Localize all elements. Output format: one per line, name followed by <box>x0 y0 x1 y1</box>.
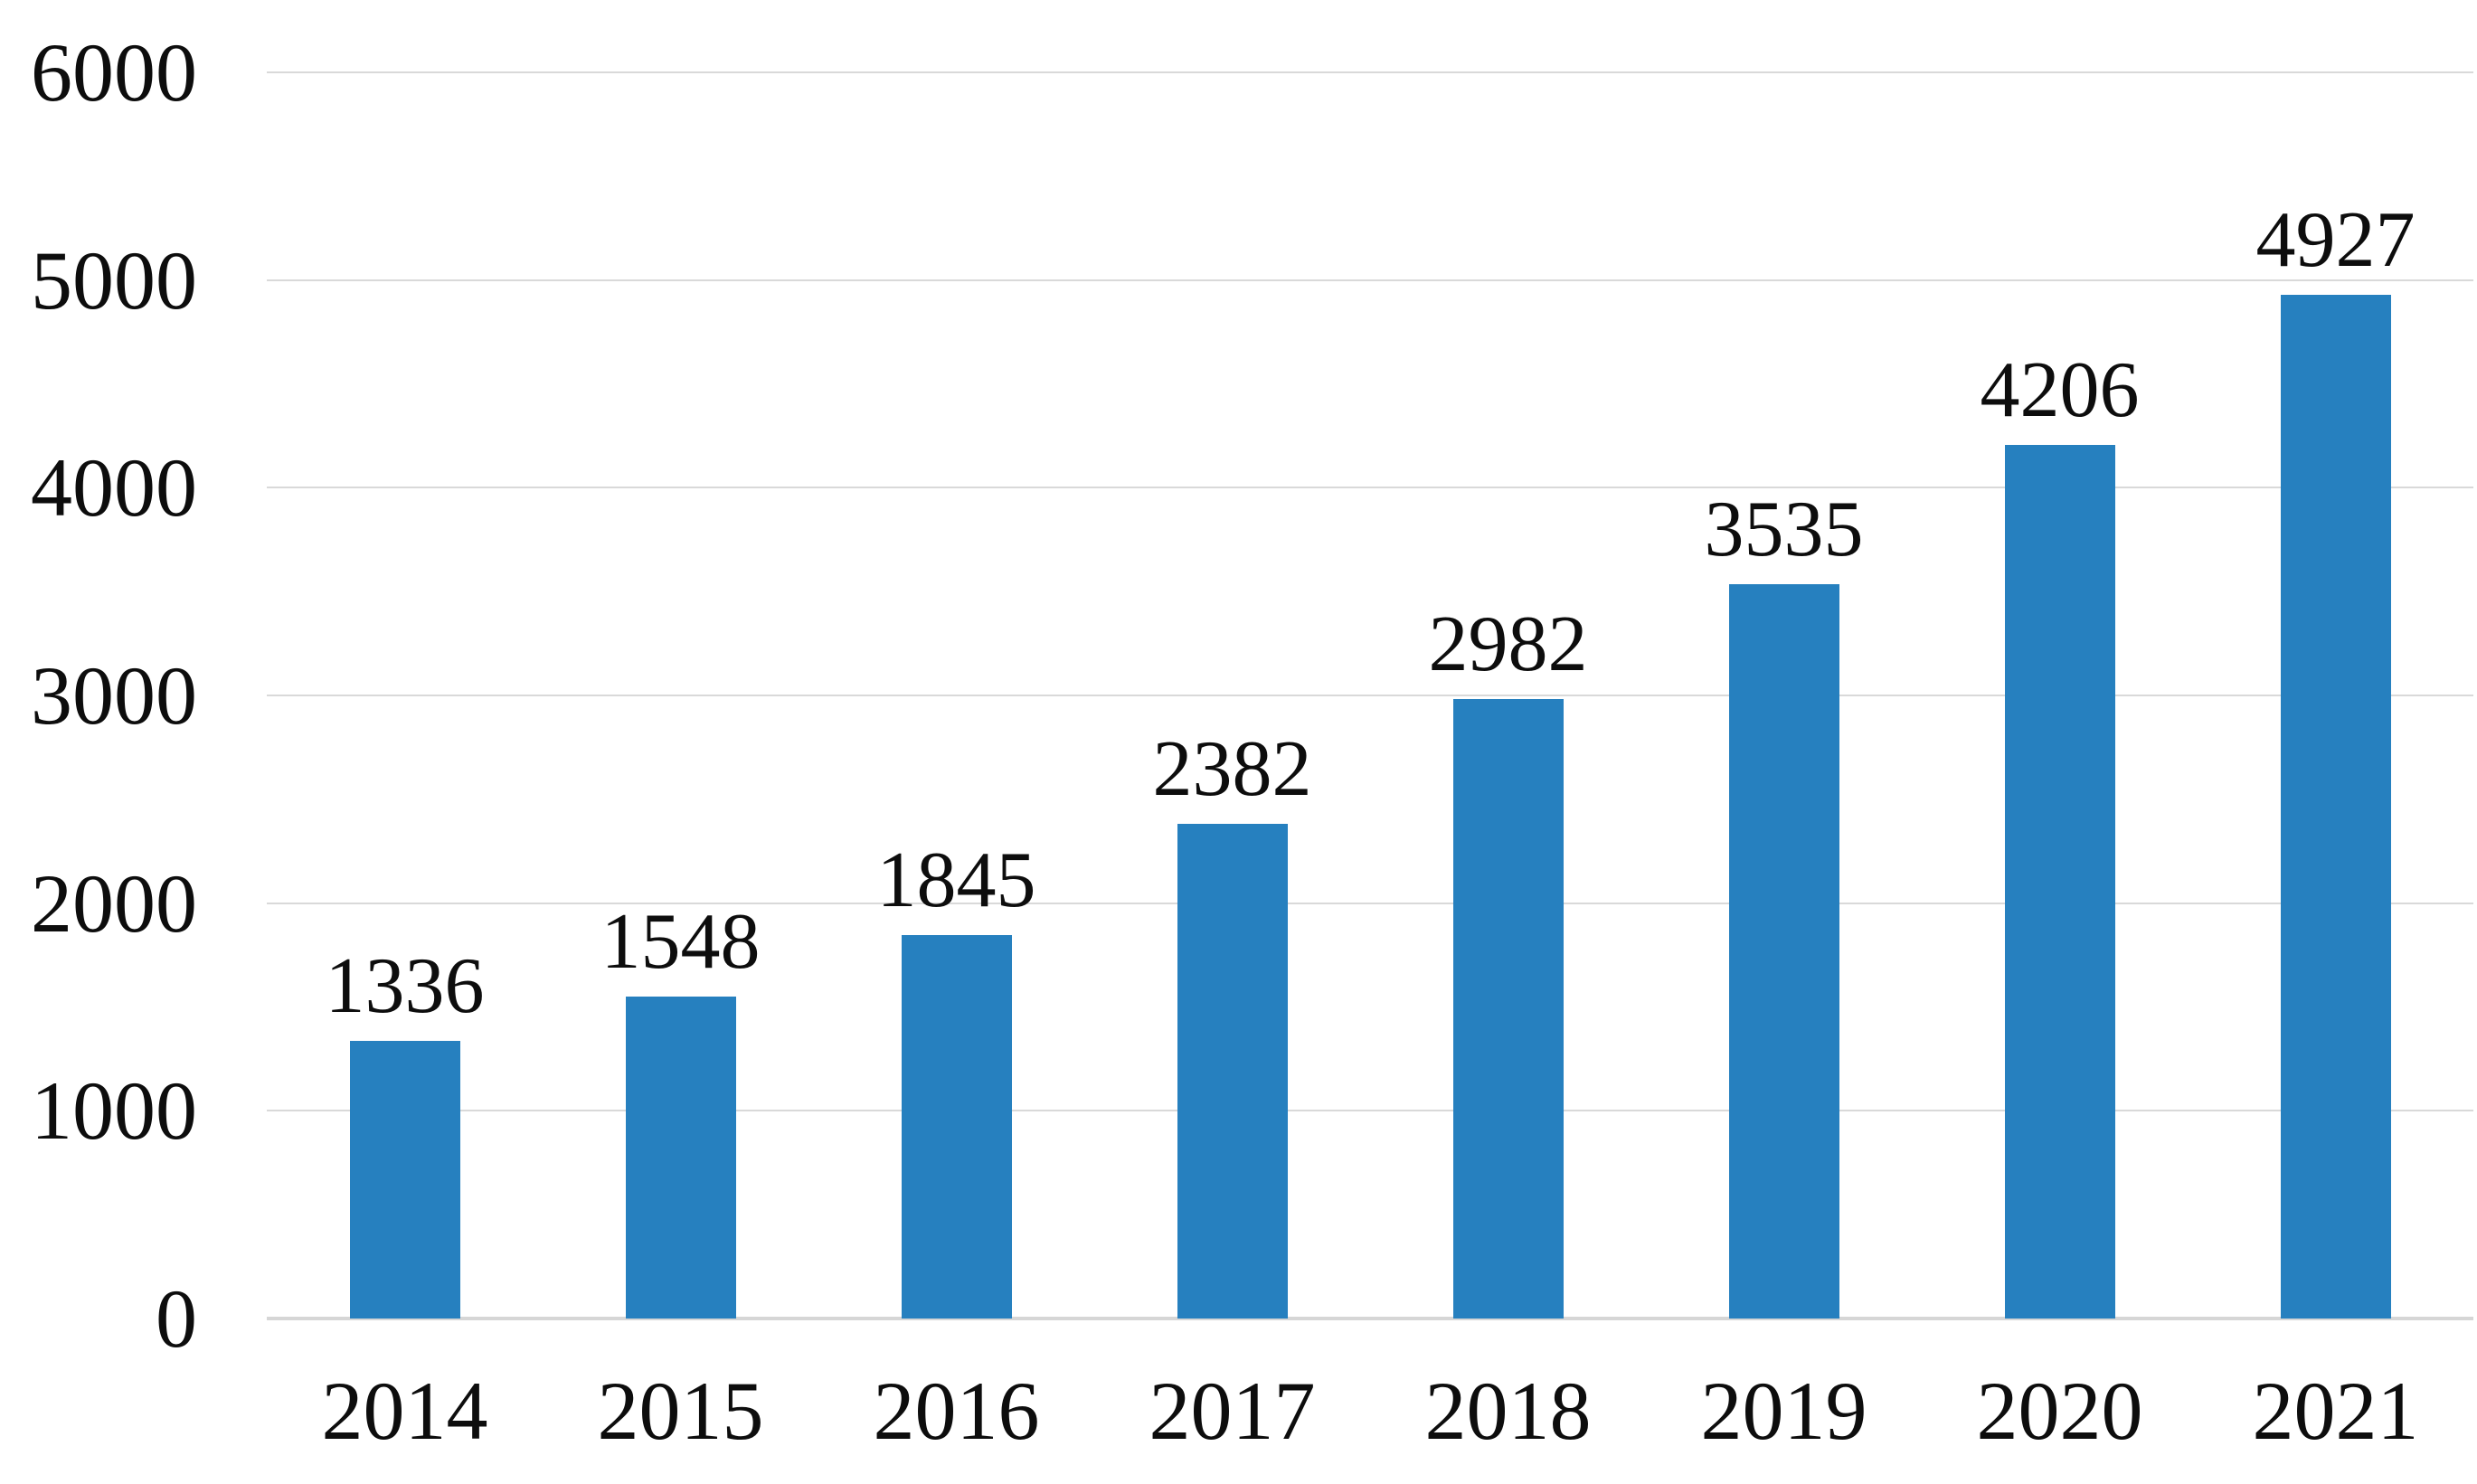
x-axis-category-label: 2014 <box>321 1365 488 1457</box>
y-axis-tick-label: 5000 <box>31 233 197 326</box>
x-axis-category-label: 2016 <box>873 1365 1040 1457</box>
gridline <box>267 279 2473 281</box>
gridline <box>267 1110 2473 1112</box>
bar-value-label: 1548 <box>600 898 761 987</box>
bar-value-label: 4927 <box>2255 196 2416 285</box>
bar-2019 <box>1728 584 1839 1319</box>
bar-value-label: 4206 <box>1980 346 2140 435</box>
x-axis-category-label: 2017 <box>1149 1365 1316 1457</box>
bar-2016 <box>901 935 1012 1319</box>
gridline <box>267 487 2473 489</box>
y-axis-tick-label: 3000 <box>31 649 197 742</box>
y-axis-tick-label: 6000 <box>31 26 197 118</box>
gridline <box>267 695 2473 696</box>
x-axis-baseline <box>267 1317 2473 1320</box>
bar-value-label: 1336 <box>325 942 485 1031</box>
bar-value-label: 2382 <box>1152 724 1312 813</box>
gridline <box>267 902 2473 904</box>
bar-2014 <box>349 1041 460 1319</box>
y-axis-tick-label: 2000 <box>31 856 197 950</box>
x-axis-category-label: 2021 <box>2252 1365 2419 1457</box>
y-axis-tick-label: 4000 <box>31 441 197 534</box>
bar-value-label: 3535 <box>1704 486 1864 574</box>
bar-2015 <box>625 997 736 1319</box>
y-axis-tick-label: 1000 <box>31 1064 197 1158</box>
bar-value-label: 1845 <box>876 837 1036 925</box>
x-axis-category-label: 2018 <box>1424 1365 1592 1457</box>
gridline <box>267 71 2473 73</box>
bar-value-label: 2982 <box>1428 600 1588 689</box>
bar-2021 <box>2280 295 2391 1319</box>
bar-2020 <box>2004 445 2115 1319</box>
x-axis-category-label: 2020 <box>1976 1365 2143 1457</box>
bar-2018 <box>1452 699 1564 1319</box>
x-axis-category-label: 2019 <box>1700 1365 1867 1457</box>
bar-2017 <box>1177 823 1288 1319</box>
y-axis-tick-label: 0 <box>156 1272 197 1365</box>
x-axis-category-label: 2015 <box>597 1365 764 1457</box>
